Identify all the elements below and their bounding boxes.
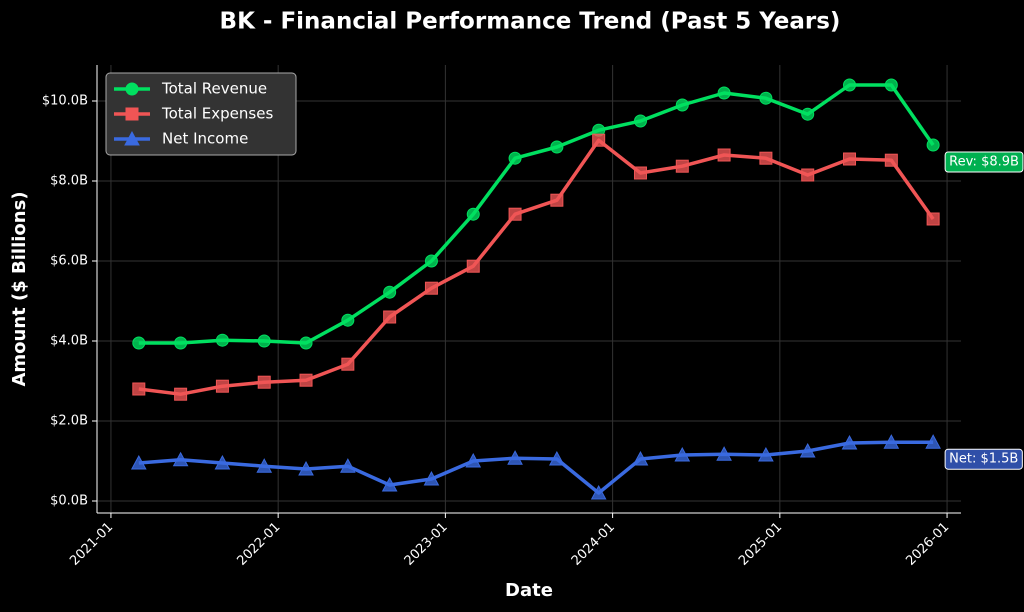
marker — [466, 207, 480, 221]
marker — [215, 333, 229, 347]
legend: Total Revenue Total Expenses Net Income — [105, 72, 297, 156]
marker — [716, 446, 732, 461]
marker — [884, 153, 898, 167]
chart-title: BK - Financial Performance Trend (Past 5… — [220, 9, 841, 35]
marker — [383, 285, 397, 299]
marker — [801, 107, 815, 121]
marker — [674, 446, 691, 462]
y-tick-label: $6.0B — [50, 254, 88, 269]
marker — [215, 379, 229, 393]
marker — [341, 313, 355, 327]
annotation: Rev: $8.9B — [949, 155, 1019, 170]
marker — [383, 310, 397, 324]
y-tick-label: $2.0B — [50, 414, 88, 429]
x-axis-label: Date — [505, 580, 553, 601]
marker — [132, 336, 146, 350]
marker — [550, 140, 564, 154]
marker — [926, 138, 940, 152]
marker — [675, 159, 689, 173]
y-tick-label: $0.0B — [50, 494, 88, 509]
x-tick-label: 2026-01 — [903, 520, 952, 569]
marker — [125, 82, 139, 96]
annotation-box — [944, 151, 1024, 173]
legend-label: Total Expenses — [161, 105, 273, 123]
marker — [257, 375, 271, 389]
y-tick-label: $10.0B — [42, 94, 88, 109]
marker — [926, 212, 940, 226]
marker — [633, 166, 647, 180]
x-tick-label: 2023-01 — [402, 520, 451, 569]
marker — [340, 458, 356, 473]
x-tick-label: 2024-01 — [569, 520, 618, 569]
marker — [381, 476, 398, 492]
marker — [341, 357, 355, 371]
marker — [299, 373, 313, 387]
marker — [717, 86, 731, 100]
marker — [801, 168, 815, 182]
marker — [507, 450, 523, 465]
annotation: Net: $1.5B — [949, 452, 1018, 467]
marker — [590, 484, 607, 500]
marker — [124, 130, 140, 146]
marker — [130, 454, 147, 470]
marker — [214, 454, 231, 470]
marker — [465, 452, 482, 468]
marker — [884, 78, 898, 92]
marker — [256, 458, 273, 473]
marker — [633, 114, 647, 128]
y-axis-label: Amount ($ Billions) — [9, 191, 30, 386]
x-tick-label: 2021-01 — [67, 520, 116, 569]
legend-label: Total Revenue — [161, 80, 267, 98]
marker — [549, 450, 565, 466]
marker — [843, 152, 857, 166]
marker — [424, 254, 438, 268]
y-tick-label: $4.0B — [50, 334, 88, 349]
marker — [717, 148, 731, 162]
x-tick-label: 2022-01 — [234, 520, 283, 569]
legend-label: Net Income — [162, 130, 248, 148]
x-tick-label: 2025-01 — [736, 520, 785, 569]
marker — [298, 460, 314, 476]
marker — [799, 442, 816, 458]
marker — [883, 434, 900, 449]
marker — [257, 334, 271, 348]
marker — [843, 78, 857, 92]
marker — [508, 207, 522, 221]
marker — [125, 107, 139, 121]
marker — [759, 151, 773, 165]
marker — [550, 193, 564, 207]
marker — [466, 259, 480, 273]
marker — [632, 450, 649, 466]
annotation-box — [944, 448, 1023, 470]
marker — [592, 133, 606, 147]
marker — [841, 434, 858, 450]
legend-box — [105, 72, 297, 156]
marker — [174, 336, 188, 350]
marker — [759, 91, 773, 105]
marker — [675, 98, 689, 112]
y-tick-label: $8.0B — [50, 174, 88, 189]
marker — [758, 446, 774, 462]
line — [138, 83, 935, 345]
marker — [423, 470, 440, 486]
marker — [508, 151, 522, 165]
line — [138, 138, 935, 396]
marker — [174, 387, 188, 401]
line — [138, 440, 934, 495]
marker — [132, 382, 146, 396]
marker — [172, 451, 189, 467]
marker — [925, 434, 941, 449]
marker — [299, 336, 313, 350]
marker — [424, 281, 438, 295]
